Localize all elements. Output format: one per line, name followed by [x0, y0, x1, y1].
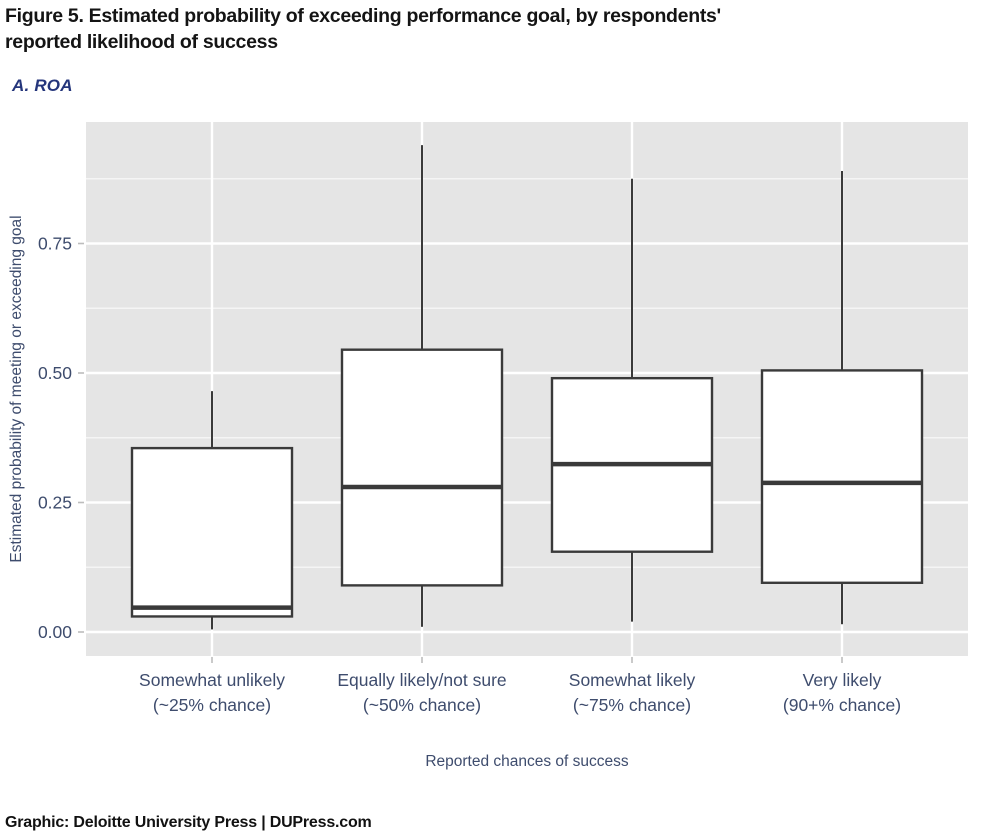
x-category-label: Very likely — [803, 670, 882, 690]
y-tick-label: 0.75 — [38, 234, 72, 254]
x-category-label: Somewhat unlikely — [139, 670, 285, 690]
y-tick-label: 0.00 — [38, 622, 72, 642]
panel-label: A. ROA — [12, 76, 73, 95]
source-credit: Graphic: Deloitte University Press | DUP… — [5, 814, 372, 831]
iqr-box — [760, 369, 924, 584]
x-category-sublabel: (~50% chance) — [363, 695, 481, 715]
figure-title-line-2: reported likelihood of success — [5, 31, 278, 53]
y-tick-label: 0.50 — [38, 363, 72, 383]
y-tick-label: 0.25 — [38, 493, 72, 513]
x-category-label: Equally likely/not sure — [337, 670, 506, 690]
figure-title: Figure 5. Estimated probability of excee… — [5, 3, 985, 55]
x-category-sublabel: (~25% chance) — [153, 695, 271, 715]
x-category-sublabel: (~75% chance) — [573, 695, 691, 715]
figure-title-line-1: Figure 5. Estimated probability of excee… — [5, 5, 721, 27]
x-category-label: Somewhat likely — [569, 670, 696, 690]
x-category-sublabel: (90+% chance) — [783, 695, 901, 715]
iqr-box — [130, 446, 294, 618]
iqr-box — [340, 348, 504, 587]
x-axis-title: Reported chances of success — [425, 753, 629, 770]
